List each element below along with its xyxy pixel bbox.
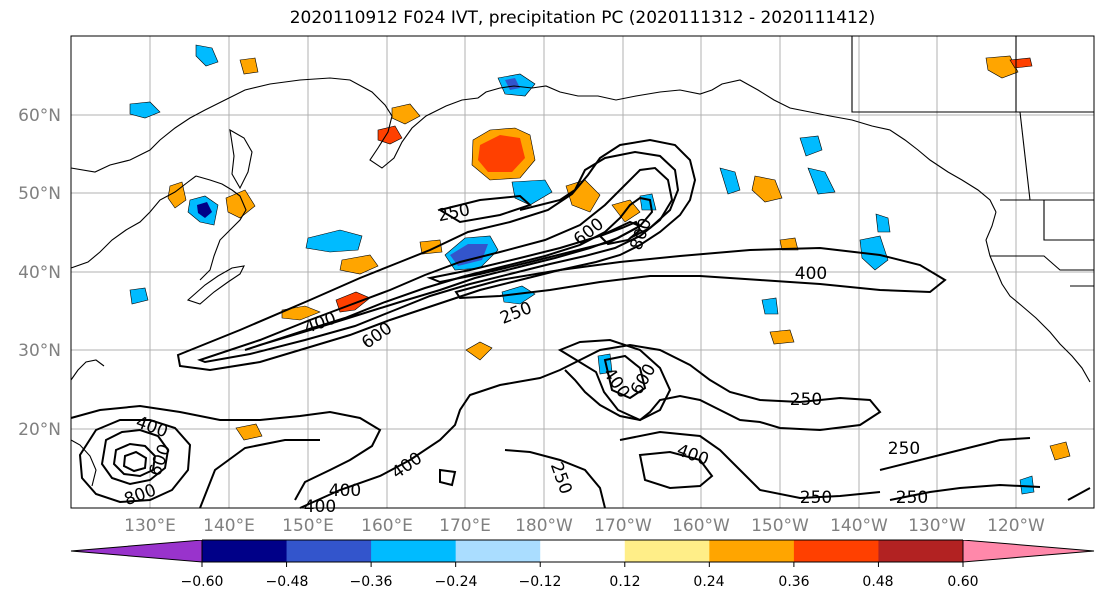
colorbar-segment [878,540,964,562]
colorbar-tick-label: 0.24 [693,574,724,590]
lat-label: 40°N [18,263,61,283]
colorbar-segment [793,540,879,562]
colorbar-extend-min [71,540,202,562]
colorbar-extend-max [963,540,1094,562]
colorbar-segment [371,540,457,562]
lon-label: 150°W [751,516,809,536]
contour-label: 400 [795,264,827,284]
lon-label: 170°E [439,516,491,536]
colorbar-segment [624,540,710,562]
colorbar-segment [202,540,288,562]
colorbar-tick-label: −0.36 [350,574,393,590]
lat-label: 60°N [18,106,61,126]
colorbar-tick-label: −0.24 [435,574,478,590]
colorbar-segment [709,540,795,562]
coastlines [70,36,1094,487]
contour-label: 250 [888,439,920,459]
contour-label: 250 [800,488,832,508]
map-title: 2020110912 F024 IVT, precipitation PC (2… [289,8,876,28]
lon-label: 130°W [908,516,966,536]
colorbar-tick-label: 0.12 [609,574,640,590]
colorbar-segments [71,540,1094,562]
colorbar-outline [70,539,1095,563]
lon-label: 120°W [987,516,1045,536]
lat-label: 30°N [18,341,61,361]
colorbar-tick-label: −0.48 [266,574,309,590]
map-frame [70,35,1095,509]
map-panel: 250 600 800 400 400 600 250 400 600 400 … [18,35,1095,536]
lon-label: 160°E [361,516,413,536]
ivt-contours [70,138,1091,509]
colorbar-tick-label: 0.48 [862,574,893,590]
lon-label: 140°W [830,516,888,536]
latitude-labels: 60°N 50°N 40°N 30°N 20°N [18,106,61,440]
colorbar-tick-label: −0.60 [181,574,224,590]
colorbar-tick-label: 0.60 [947,574,978,590]
contour-label: 400 [304,497,336,517]
lon-label: 140°E [203,516,255,536]
colorbar-segment [286,540,372,562]
longitude-labels: 130°E 140°E 150°E 160°E 170°E 180°W 170°… [124,516,1045,536]
colorbar-segment [455,540,541,562]
contour-label: 400 [329,481,361,501]
colorbar-tick-labels: −0.60 −0.48 −0.36 −0.24 −0.12 0.12 0.24 … [181,574,979,590]
colorbar-tick-label: 0.36 [778,574,809,590]
lon-label: 180°W [515,516,573,536]
lon-label: 150°E [282,516,334,536]
lon-label: 130°E [124,516,176,536]
contour-label: 250 [896,488,928,508]
colorbar-segment [540,540,626,562]
lon-label: 160°W [672,516,730,536]
colorbar-ticks [201,562,964,567]
lat-label: 50°N [18,184,61,204]
colorbar: −0.60 −0.48 −0.36 −0.24 −0.12 0.12 0.24 … [70,539,1095,590]
contour-label: 250 [790,390,822,410]
lon-label: 170°W [594,516,652,536]
lat-label: 20°N [18,420,61,440]
colorbar-tick-label: −0.12 [519,574,562,590]
